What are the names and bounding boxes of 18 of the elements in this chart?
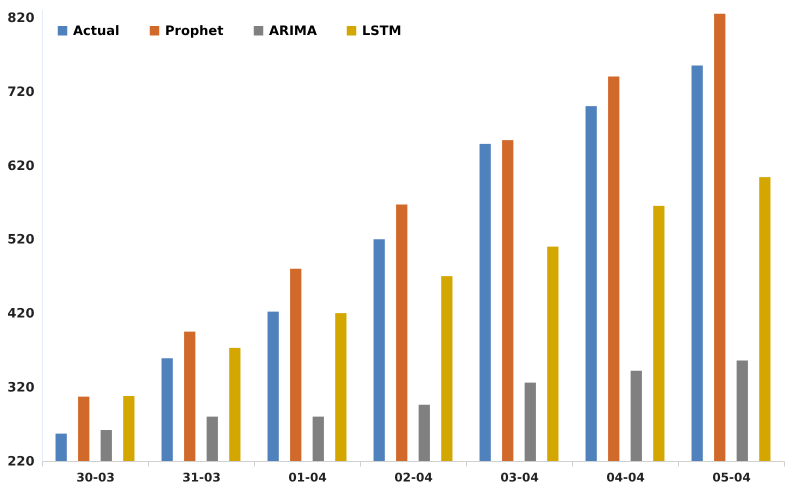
legend-label: Actual [73,24,120,39]
legend-label: LSTM [362,24,402,39]
legend-label: ARIMA [269,24,317,39]
x-tick-label: 03-04 [500,470,539,484]
x-tick-label: 05-04 [712,470,751,484]
x-tick-label: 04-04 [606,470,645,484]
x-tick-label: 01-04 [288,470,327,484]
y-tick-label: 220 [7,454,34,470]
y-tick-label: 620 [7,158,34,174]
x-tick-label: 31-03 [182,470,221,484]
x-tick-label: 30-03 [76,470,115,484]
y-tick-label: 320 [7,380,34,396]
y-tick-label: 420 [7,306,34,322]
y-tick-label: 720 [7,84,34,100]
legend-label: Prophet [165,24,224,39]
x-tick-label: 02-04 [394,470,433,484]
y-tick-label: 520 [7,232,34,248]
y-tick-label: 820 [7,10,34,26]
